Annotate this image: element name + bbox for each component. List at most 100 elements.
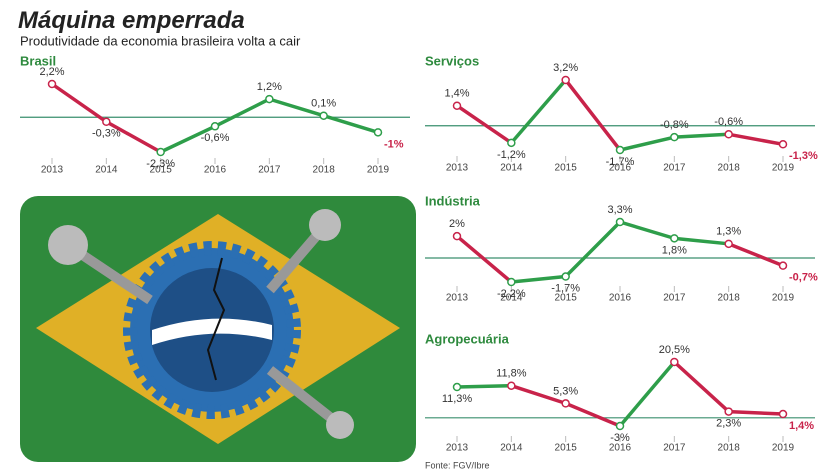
value-label: 11,8% [496,368,527,380]
value-label: 0,1% [311,98,336,110]
crack [206,257,226,381]
x-tick-label: 2016 [609,293,632,304]
point [47,79,57,89]
point [319,111,328,120]
value-label: 2,2% [39,66,64,78]
x-tick-label: 2014 [95,165,118,176]
line-segment [618,360,677,428]
x-tick-label: 2018 [718,443,741,454]
value-label: 11,3% [442,393,473,405]
value-label: -1% [384,138,404,150]
point [265,94,274,104]
chart-title: Agropecuária [425,331,510,346]
point [615,145,625,155]
line-segment [455,383,514,389]
x-tick-label: 2016 [609,443,632,454]
value-label: -1,3% [789,150,818,162]
line-segment [158,124,217,154]
line-segment [50,82,109,124]
point [561,75,570,85]
line-segment [672,236,731,246]
value-label: -0,8% [660,119,689,131]
smoke [309,209,341,241]
point [670,234,679,243]
point [452,382,462,392]
x-tick-label: 2015 [555,443,578,454]
point [778,261,788,270]
line-segment [509,274,568,284]
value-label: 2% [449,218,465,230]
x-tick-label: 2017 [663,443,686,454]
x-tick-label: 2015 [555,293,578,304]
line-segment [618,135,677,152]
value-label: 1,2% [257,81,282,93]
value-label: -2,3% [146,158,175,170]
point [615,217,625,227]
line-segment [726,132,785,147]
point [561,272,570,281]
point [507,277,516,287]
point [670,132,679,142]
point [156,147,165,157]
x-tick-label: 2016 [204,165,227,176]
line-segment [213,97,272,129]
value-label: 3,2% [553,62,578,74]
point [373,128,383,137]
x-tick-label: 2017 [258,165,281,176]
x-tick-label: 2013 [446,293,469,304]
line-segment [267,97,326,118]
value-label: 1,4% [789,420,814,432]
subtitle: Produtividade da economia brasileira vol… [20,33,301,48]
chart-title: Indústria [425,193,481,208]
x-tick-label: 2019 [772,163,795,174]
point [615,421,625,431]
line-segment [321,113,380,135]
value-label: -0,6% [201,132,230,144]
line-segment [563,220,622,279]
point [452,231,462,241]
point [102,117,111,127]
line-segment [104,120,163,154]
value-label: 1,8% [662,244,687,256]
point [724,407,733,416]
value-label: -1,7% [606,156,635,168]
point [561,399,570,408]
value-label: 1,4% [444,88,469,100]
chart-title: Brasil [20,53,56,68]
x-tick-label: 2014 [500,293,523,304]
x-tick-label: 2017 [663,293,686,304]
line-segment [672,132,731,139]
value-label: -3% [610,432,630,444]
x-tick-label: 2014 [500,443,523,454]
value-label: -0,3% [92,128,121,140]
value-label: -2,2% [497,288,526,300]
value-label: 5,3% [553,385,578,397]
point [724,239,733,249]
value-label: -1,7% [551,282,580,294]
x-tick-label: 2015 [150,165,173,176]
line-segment [509,383,568,406]
point [507,381,516,390]
line-segment [455,103,514,145]
line-segment [509,78,568,145]
pipe [266,366,344,429]
value-label: -0,6% [714,116,743,128]
x-tick-label: 2015 [555,163,578,174]
point [452,101,462,110]
smoke [48,225,88,265]
line-segment [726,242,785,268]
smoke [326,411,354,439]
value-label: -0,7% [789,272,818,284]
value-label: 20,5% [659,344,690,356]
point [210,122,220,131]
source: Fonte: FGV/Ibre [425,460,490,470]
line-segment [563,401,622,428]
x-tick-label: 2019 [772,293,795,304]
x-tick-label: 2018 [718,163,741,174]
x-tick-label: 2013 [446,443,469,454]
x-tick-label: 2018 [313,165,336,176]
x-tick-label: 2019 [772,443,795,454]
x-tick-label: 2013 [446,163,469,174]
x-tick-label: 2016 [609,163,632,174]
line-segment [455,234,514,284]
